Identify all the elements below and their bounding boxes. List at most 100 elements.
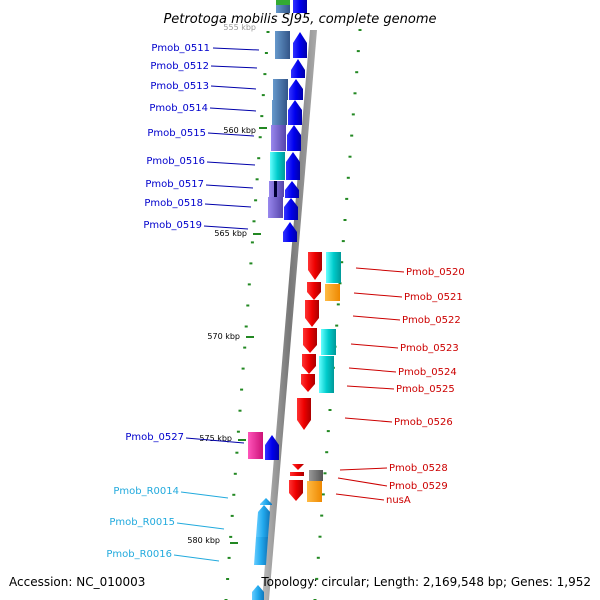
scale-tick (351, 113, 355, 116)
cog-box-pmob-0524[interactable] (319, 356, 334, 393)
leader-line (348, 367, 397, 373)
scale-tick (257, 157, 261, 160)
gene-arrow-pmob-0522[interactable] (305, 300, 319, 327)
cog-box-pmob-0521[interactable] (325, 284, 340, 301)
scale-tick (241, 367, 245, 370)
cog-box-pmob-0517-stripe (274, 181, 277, 197)
scale-tick (229, 535, 233, 538)
scale-tick (345, 197, 349, 200)
gene-label-pmob-0528[interactable]: Pmob_0528 (389, 463, 448, 474)
gene-arrow[interactable] (293, 0, 307, 5)
cog-box-pmob-0518[interactable] (268, 197, 283, 218)
scale-tick (261, 94, 265, 97)
gene-label-pmob-0511[interactable]: Pmob_0511 (151, 43, 210, 54)
gene-arrow-pmob-0513[interactable] (289, 79, 303, 100)
gene-label-pmob-0521[interactable]: Pmob_0521 (404, 292, 463, 303)
scale-tick (336, 303, 340, 306)
cog-box-pmob-0520[interactable] (326, 252, 341, 283)
cog-box-nusa[interactable] (307, 481, 322, 502)
gene-label-pmob-0512[interactable]: Pmob_0512 (150, 61, 209, 72)
gene-arrow-pmob-0525[interactable] (301, 374, 315, 392)
cog-box[interactable] (276, 5, 290, 13)
scale-tick (244, 325, 248, 328)
gene-arrow-pmob-0512[interactable] (291, 59, 305, 78)
gene-label-pmob-r0016[interactable]: Pmob_R0016 (106, 549, 172, 560)
gene-label-pmob-0524[interactable]: Pmob_0524 (398, 367, 457, 378)
scale-labels: 555 kbp 560 kbp 565 kbp 570 kbp 575 kbp … (187, 23, 267, 545)
cog-box-pmob-0511[interactable] (275, 31, 290, 59)
gene-label-pmob-0518[interactable]: Pmob_0518 (144, 198, 203, 209)
scale-tick (236, 430, 240, 433)
cog-box-pmob-0528[interactable] (309, 470, 323, 481)
rna-arrow-pmob-r0015[interactable] (256, 505, 270, 537)
scale-tick (263, 73, 267, 76)
leader-line (185, 437, 245, 444)
gene-arrow-pmob-0521[interactable] (307, 282, 321, 300)
scale-tick (254, 199, 258, 202)
leader-line (173, 554, 220, 562)
gene-arrow-pmob-0524[interactable] (302, 354, 316, 374)
rna-genes (252, 498, 272, 600)
gene-label-pmob-0526[interactable]: Pmob_0526 (394, 417, 453, 428)
scale-tick (326, 430, 330, 433)
gene-arrow-pmob-0523[interactable] (303, 328, 317, 353)
gene-arrow[interactable] (276, 0, 290, 5)
gene-arrow[interactable] (293, 5, 307, 13)
gene-label-pmob-0513[interactable]: Pmob_0513 (150, 81, 209, 92)
cog-box-pmob-0516[interactable] (270, 152, 285, 180)
gene-arrow-pmob-0526[interactable] (297, 398, 311, 430)
gene-label-pmob-0522[interactable]: Pmob_0522 (402, 315, 461, 326)
scale-tick (338, 282, 342, 285)
gene-label-pmob-0529[interactable]: Pmob_0529 (389, 481, 448, 492)
cog-box-pmob-0523[interactable] (321, 329, 336, 355)
gene-arrow-pmob-0511[interactable] (293, 32, 307, 58)
leader-line (210, 85, 257, 90)
gene-arrow-pmob-0514[interactable] (288, 100, 302, 125)
gene-label-pmob-r0014[interactable]: Pmob_R0014 (113, 486, 179, 497)
gene-arrow-pmob-0519[interactable] (283, 222, 297, 242)
gene-arrow-pmob-0529[interactable] (289, 480, 303, 501)
gene-arrow-pmob-0518[interactable] (284, 198, 298, 220)
gene-label-pmob-0517[interactable]: Pmob_0517 (145, 179, 204, 190)
cog-box-pmob-0514[interactable] (272, 100, 287, 125)
gene-arrow-pmob-0517[interactable] (285, 181, 299, 198)
scale-label-555: 555 kbp (223, 23, 256, 32)
scale-label-575: 575 kbp (199, 434, 232, 443)
rna-arrow-pmob-r0014[interactable] (260, 498, 272, 505)
gene-label-pmob-0519[interactable]: Pmob_0519 (143, 220, 202, 231)
scale-tick (255, 178, 259, 181)
scale-label-580: 580 kbp (187, 536, 220, 545)
gene-label-pmob-0525[interactable]: Pmob_0525 (396, 384, 455, 395)
scale-tick (260, 115, 264, 118)
gene-label-pmob-0527[interactable]: Pmob_0527 (125, 432, 184, 443)
cog-box-pmob-0527[interactable] (248, 432, 263, 459)
gene-label-pmob-0516[interactable]: Pmob_0516 (146, 156, 205, 167)
gene-label-nusa[interactable]: nusA (386, 495, 411, 506)
scale-tick (247, 283, 251, 286)
rna-arrow-pmob-r0016[interactable] (254, 537, 268, 565)
gene-arrow-pmob-0528[interactable] (292, 464, 304, 470)
gene-arrow-pmob-0520[interactable] (308, 252, 322, 280)
gene-arrow-pmob-0527[interactable] (265, 435, 279, 460)
cog-box-pmob-0515[interactable] (271, 125, 286, 151)
leader-line (180, 491, 229, 499)
gene-label-pmob-r0015[interactable]: Pmob_R0015 (109, 517, 175, 528)
leader-line (207, 132, 255, 137)
scale-tick (343, 219, 347, 221)
gene-label-pmob-0520[interactable]: Pmob_0520 (406, 267, 465, 278)
scale-tick (321, 493, 325, 496)
rna-arrow-bottom[interactable] (252, 585, 264, 600)
gene-label-pmob-0515[interactable]: Pmob_0515 (147, 128, 206, 139)
gene-arrow-pmob-0516[interactable] (286, 152, 300, 180)
scale-tick (240, 388, 244, 391)
accession-text: Accession: NC_010003 (9, 575, 145, 589)
forward-cog-boxes (248, 5, 290, 459)
gene-arrow-pmob-0515[interactable] (287, 125, 301, 151)
gene-label-pmob-0514[interactable]: Pmob_0514 (149, 103, 208, 114)
gene-arrow-pmob-0528b[interactable] (290, 472, 304, 476)
gene-label-pmob-0523[interactable]: Pmob_0523 (400, 343, 459, 354)
scale-tick (246, 304, 250, 307)
cog-box-pmob-0513[interactable] (273, 79, 288, 100)
leader-line (205, 184, 254, 189)
